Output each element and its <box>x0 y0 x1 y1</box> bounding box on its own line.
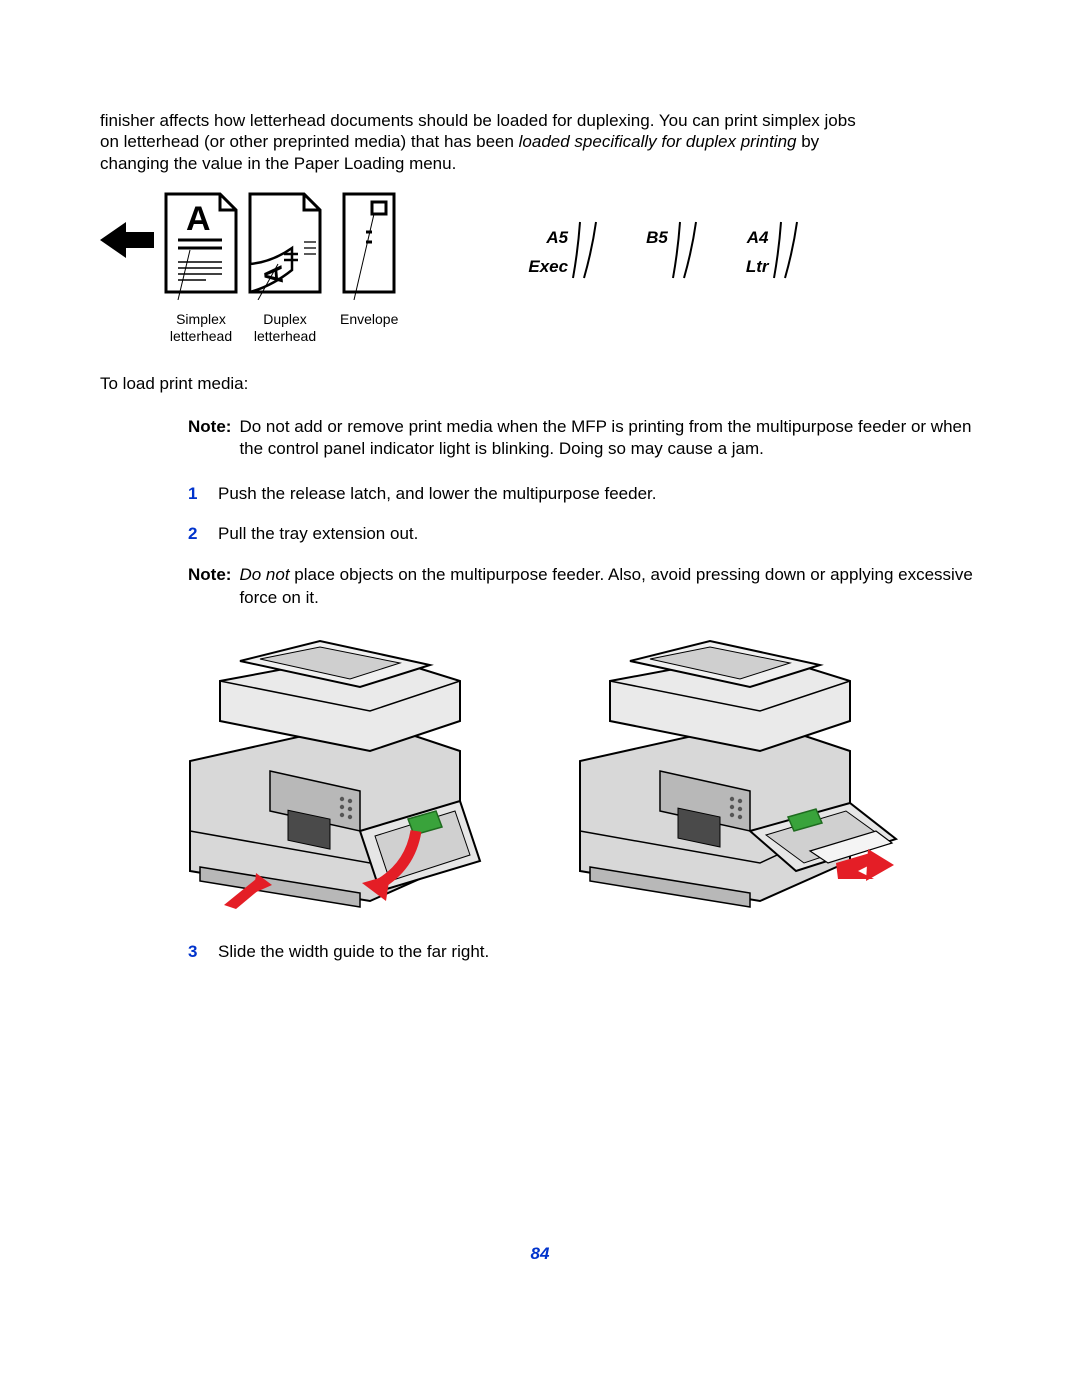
paper-size-marks: A5 Exec B5 A4 L <box>528 220 800 282</box>
step-2: 2 Pull the tray extension out. <box>188 523 980 546</box>
note-2: Note: Do not place objects on the multip… <box>188 564 980 608</box>
size-a5: A5 <box>546 228 568 247</box>
step-number: 2 <box>188 523 204 546</box>
document-page: finisher affects how letterhead document… <box>0 0 1080 1300</box>
step-number: 3 <box>188 941 204 964</box>
duplex-caption: Duplex letterhead <box>248 311 322 345</box>
note-label: Note: <box>188 416 231 460</box>
step-1: 1 Push the release latch, and lower the … <box>188 483 980 506</box>
intro-line3: changing the value in the Paper Loading … <box>100 154 456 173</box>
note-2-post: place objects on the multipurpose feeder… <box>239 565 972 606</box>
size-b5: B5 <box>646 220 700 282</box>
note-2-body: Do not place objects on the multipurpose… <box>239 564 980 608</box>
lead-in-text: To load print media: <box>100 374 980 394</box>
note-2-donot: Do not <box>239 565 289 584</box>
intro-line2b: by <box>796 132 819 151</box>
note-label: Note: <box>188 564 231 608</box>
intro-line1: finisher affects how letterhead document… <box>100 111 856 130</box>
envelope-caption: Envelope <box>340 311 398 328</box>
size-a4-ltr: A4 Ltr <box>746 220 801 282</box>
step-3: 3 Slide the width guide to the far right… <box>188 941 980 964</box>
envelope-diagram: Envelope <box>340 192 398 328</box>
duplex-caption-l1: Duplex <box>263 311 307 327</box>
printer-extend-tray-illustration <box>560 631 900 911</box>
duplex-caption-l2: letterhead <box>254 328 316 344</box>
step-1-text: Push the release latch, and lower the mu… <box>218 483 657 506</box>
printer-lower-feeder-illustration <box>160 631 500 911</box>
size-exec: Exec <box>528 257 568 276</box>
svg-text:A: A <box>186 200 211 238</box>
step-number: 1 <box>188 483 204 506</box>
simplex-letterhead-diagram: A Simplex letterhead <box>164 192 238 345</box>
size-b5-label: B5 <box>646 228 668 247</box>
simplex-caption-l2: letterhead <box>170 328 232 344</box>
feed-arrow-icon <box>100 220 154 265</box>
media-diagram-row: A Simplex letterhead <box>100 192 980 345</box>
page-number: 84 <box>0 1244 1080 1264</box>
intro-line2-italic: loaded specifically for duplex printing <box>519 132 797 151</box>
svg-text:A: A <box>257 263 289 285</box>
simplex-caption: Simplex letterhead <box>164 311 238 345</box>
duplex-letterhead-diagram: A Duplex letterhead <box>248 192 322 345</box>
size-a5-exec: A5 Exec <box>528 220 600 282</box>
printer-illustration-row <box>160 631 980 911</box>
intro-paragraph: finisher affects how letterhead document… <box>100 110 980 174</box>
step-2-text: Pull the tray extension out. <box>218 523 418 546</box>
simplex-caption-l1: Simplex <box>176 311 226 327</box>
size-ltr: Ltr <box>746 257 769 276</box>
size-a4: A4 <box>747 228 769 247</box>
note-1: Note: Do not add or remove print media w… <box>188 416 980 460</box>
intro-line2a: on letterhead (or other preprinted media… <box>100 132 519 151</box>
step-3-text: Slide the width guide to the far right. <box>218 941 489 964</box>
note-1-body: Do not add or remove print media when th… <box>239 416 980 460</box>
